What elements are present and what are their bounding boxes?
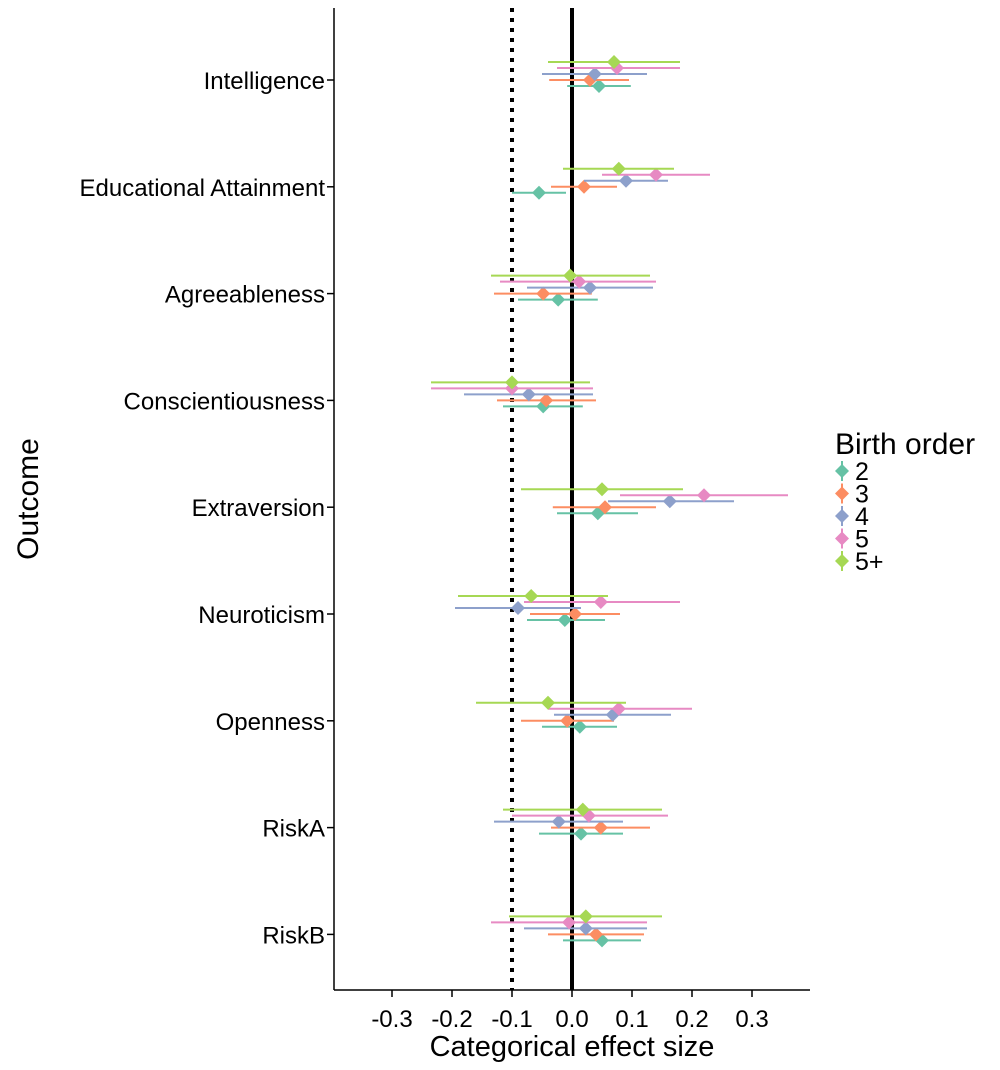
legend-item-5: 5 — [835, 526, 869, 554]
point-riska — [574, 826, 588, 841]
point-openness — [611, 701, 626, 716]
x-axis-label: Categorical effect size — [430, 1031, 715, 1063]
x-tick-label: 0.1 — [615, 1006, 648, 1033]
legend-label: 5 — [855, 526, 869, 554]
legend-label: 2 — [855, 458, 869, 486]
point-neuroticism — [593, 595, 608, 609]
y-tick-label-riska: RiskA — [262, 816, 325, 843]
point-neuroticism — [568, 607, 582, 621]
point-openness — [541, 695, 555, 710]
series-4 — [455, 67, 734, 936]
x-tick-label: 0.2 — [675, 1006, 708, 1033]
y-axis-ticks: Intelligence Educational Attainment Agreea… — [80, 68, 334, 949]
point-agreeableness — [551, 292, 566, 307]
point-openness — [560, 713, 575, 728]
point-educational-attainment — [577, 179, 591, 194]
series-5 — [431, 61, 788, 930]
point-educational-attainment — [649, 167, 663, 182]
legend-label: 3 — [855, 481, 869, 509]
legend-item-3: 3 — [835, 481, 869, 509]
point-riskb — [578, 909, 593, 924]
plot-series — [431, 55, 788, 948]
point-extraversion — [595, 482, 609, 497]
legend-key-diamond — [835, 554, 849, 568]
x-tick-label: -0.1 — [491, 1006, 532, 1033]
y-tick-label-conscientiousness: Conscientiousness — [124, 388, 325, 415]
point-educational-attainment — [611, 161, 626, 176]
point-openness — [572, 719, 587, 734]
legend-key-diamond — [835, 486, 849, 501]
legend-title: Birth order — [835, 428, 975, 461]
point-educational-attainment — [532, 185, 546, 200]
y-tick-label-riskb: RiskB — [262, 922, 325, 949]
x-tick-label: -0.2 — [431, 1006, 472, 1033]
point-neuroticism — [511, 601, 525, 615]
point-neuroticism — [557, 613, 572, 627]
point-riska — [575, 802, 590, 817]
point-riskb — [562, 915, 576, 930]
y-axis-label: Outcome — [12, 438, 45, 560]
point-extraversion — [697, 488, 711, 503]
legend-key-diamond — [835, 509, 849, 523]
point-agreeableness — [563, 268, 578, 283]
legend-key-diamond — [835, 464, 849, 478]
legend-item-2: 2 — [835, 458, 869, 486]
y-tick-label-intelligence: Intelligence — [204, 68, 325, 95]
y-tick-label-extraversion: Extraversion — [192, 495, 325, 522]
point-conscientiousness — [539, 393, 554, 408]
point-riskb — [589, 927, 603, 942]
point-agreeableness — [583, 280, 597, 295]
point-neuroticism — [524, 589, 539, 603]
y-tick-label-neuroticism: Neuroticism — [198, 602, 325, 629]
x-axis-ticks: -0.3 -0.2 -0.1 0.0 0.1 0.2 0.3 — [371, 990, 769, 1033]
point-agreeableness — [572, 274, 587, 289]
x-tick-label: -0.3 — [371, 1006, 412, 1033]
point-extraversion — [662, 494, 677, 509]
legend-key-diamond — [835, 531, 849, 546]
series-3 — [494, 73, 656, 942]
point-agreeableness — [536, 286, 551, 301]
y-tick-label-educational-attainment: Educational Attainment — [80, 175, 326, 202]
legend-label: 4 — [855, 503, 869, 531]
point-educational-attainment — [619, 173, 633, 188]
legend-item-4: 4 — [835, 503, 869, 531]
point-extraversion — [598, 500, 612, 515]
reference-lines — [510, 8, 574, 990]
point-intelligence — [587, 67, 602, 81]
point-riskb — [578, 921, 593, 936]
point-intelligence — [592, 79, 606, 93]
series-5 — [431, 55, 683, 924]
point-riska — [551, 814, 566, 829]
x-tick-label: 0.0 — [555, 1006, 588, 1033]
x-tick-label: 0.3 — [735, 1006, 768, 1033]
legend-label: 5+ — [855, 548, 884, 576]
point-conscientiousness — [521, 387, 536, 402]
y-tick-label-openness: Openness — [216, 709, 325, 736]
point-riska — [593, 820, 608, 835]
legend-item-5: 5+ — [835, 548, 884, 576]
point-intelligence — [607, 55, 621, 69]
y-tick-label-agreeableness: Agreeableness — [165, 282, 325, 309]
point-conscientiousness — [505, 375, 519, 390]
